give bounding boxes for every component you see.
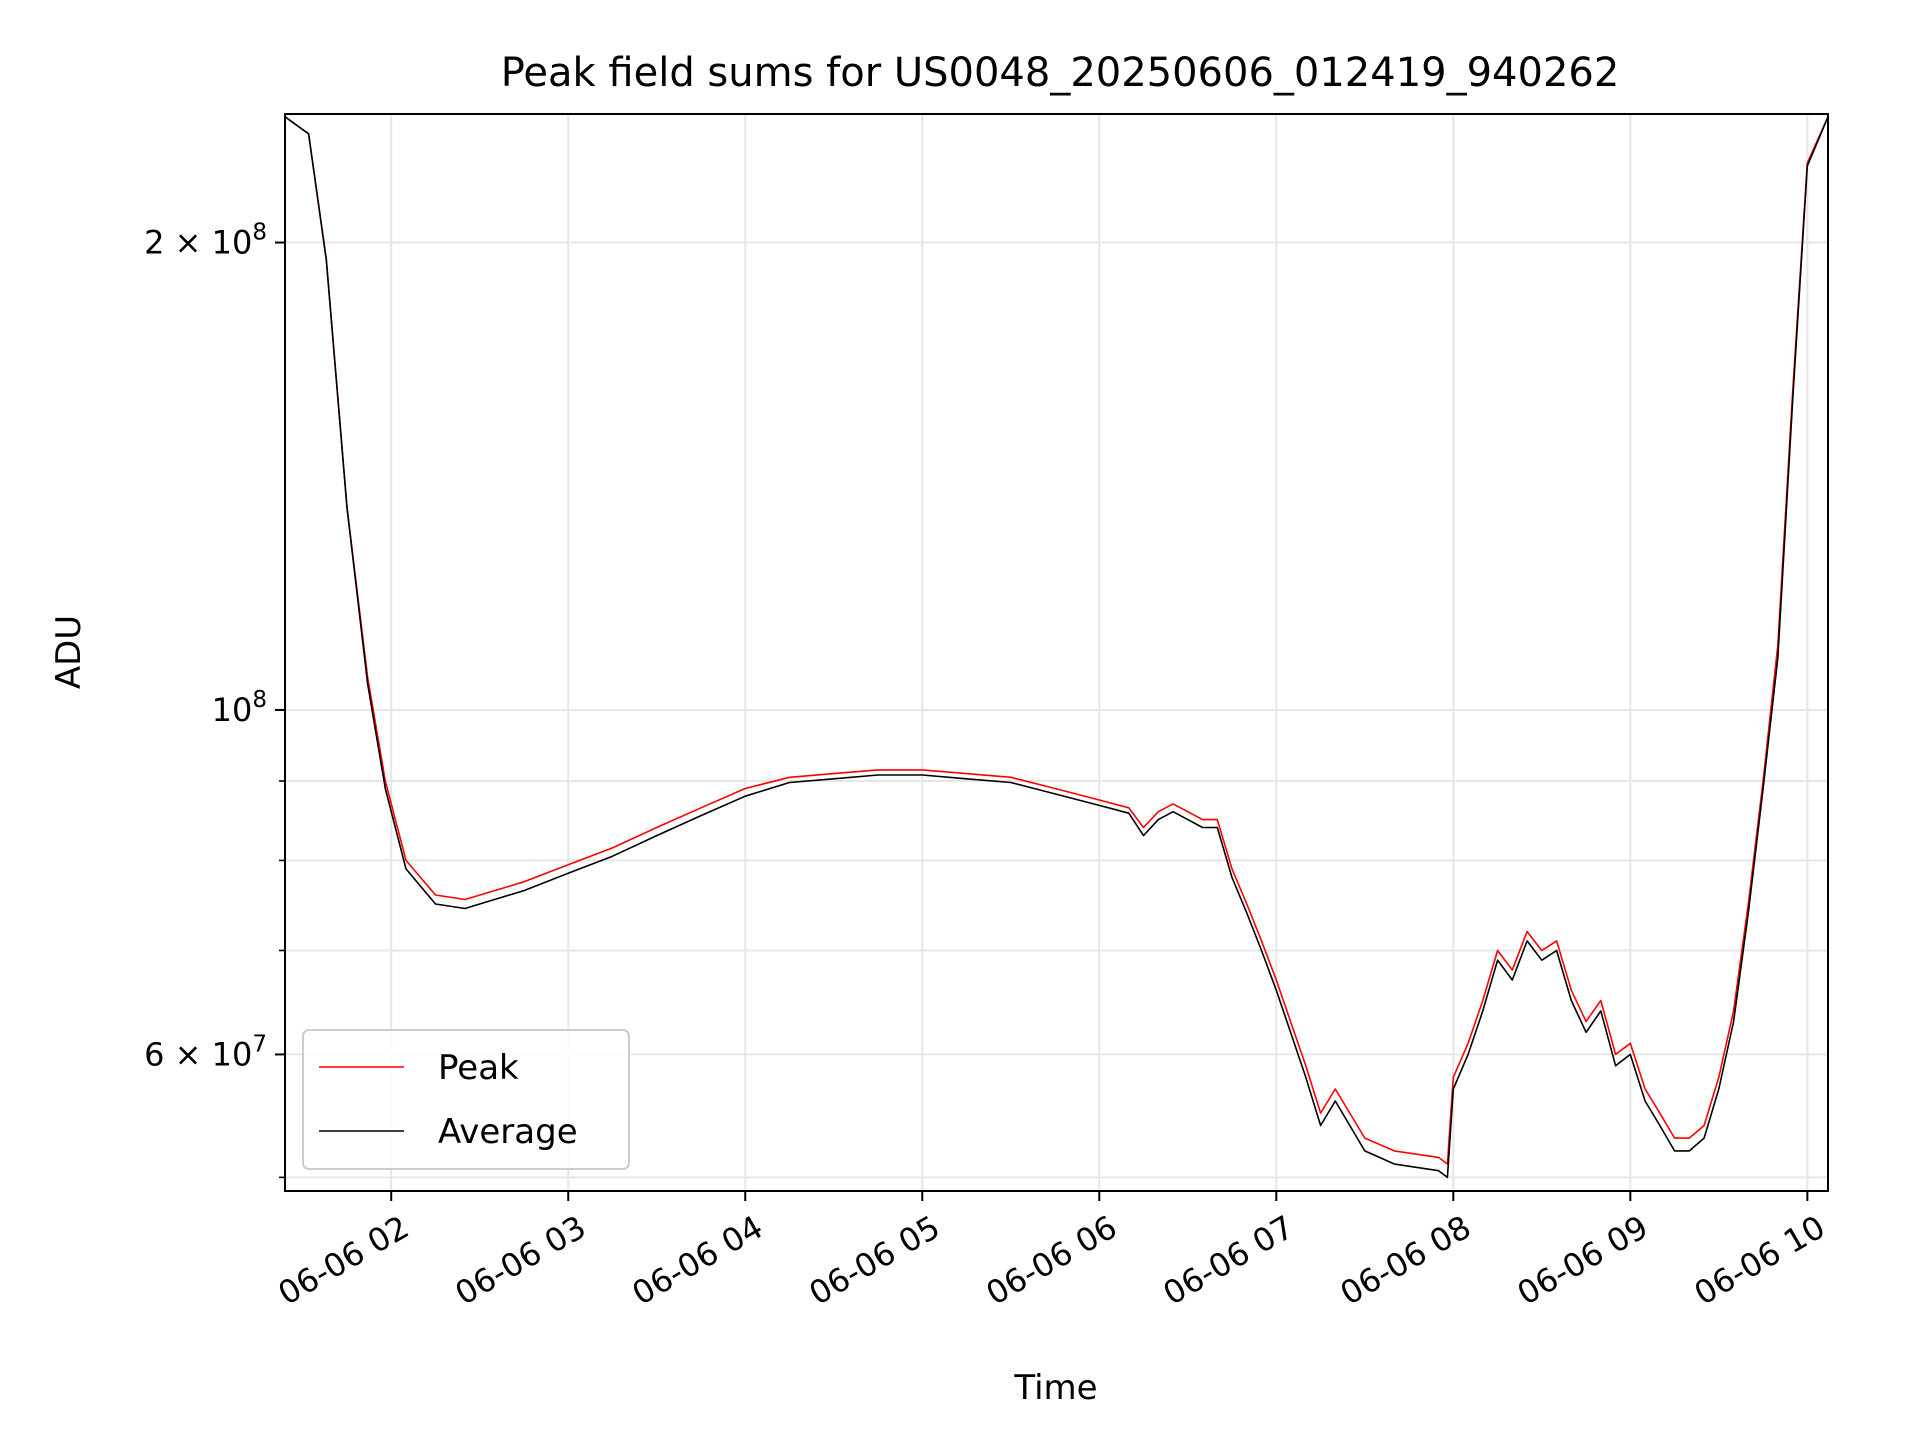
legend-label-peak: Peak (438, 1048, 519, 1088)
legend: Peak Average (302, 1029, 630, 1170)
series-group (285, 116, 1828, 1179)
legend-box (302, 1029, 630, 1170)
grid (285, 114, 1828, 1191)
plot-frame (284, 113, 1829, 1192)
y-tick-label: 2 × 108 (144, 220, 267, 262)
y-tick-label: 6 × 107 (144, 1031, 267, 1073)
series-line-average (285, 116, 1828, 1179)
series-line-peak (285, 116, 1828, 1165)
x-axis-label: Time (1013, 1368, 1097, 1408)
chart-title: Peak field sums for US0048_20250606_0124… (501, 50, 1620, 96)
y-axis-label: ADU (49, 615, 89, 689)
legend-label-average: Average (438, 1112, 578, 1152)
y-axis: 108 6 × 107 2 × 108 (144, 220, 285, 1179)
y-tick-label: 108 (212, 687, 267, 729)
